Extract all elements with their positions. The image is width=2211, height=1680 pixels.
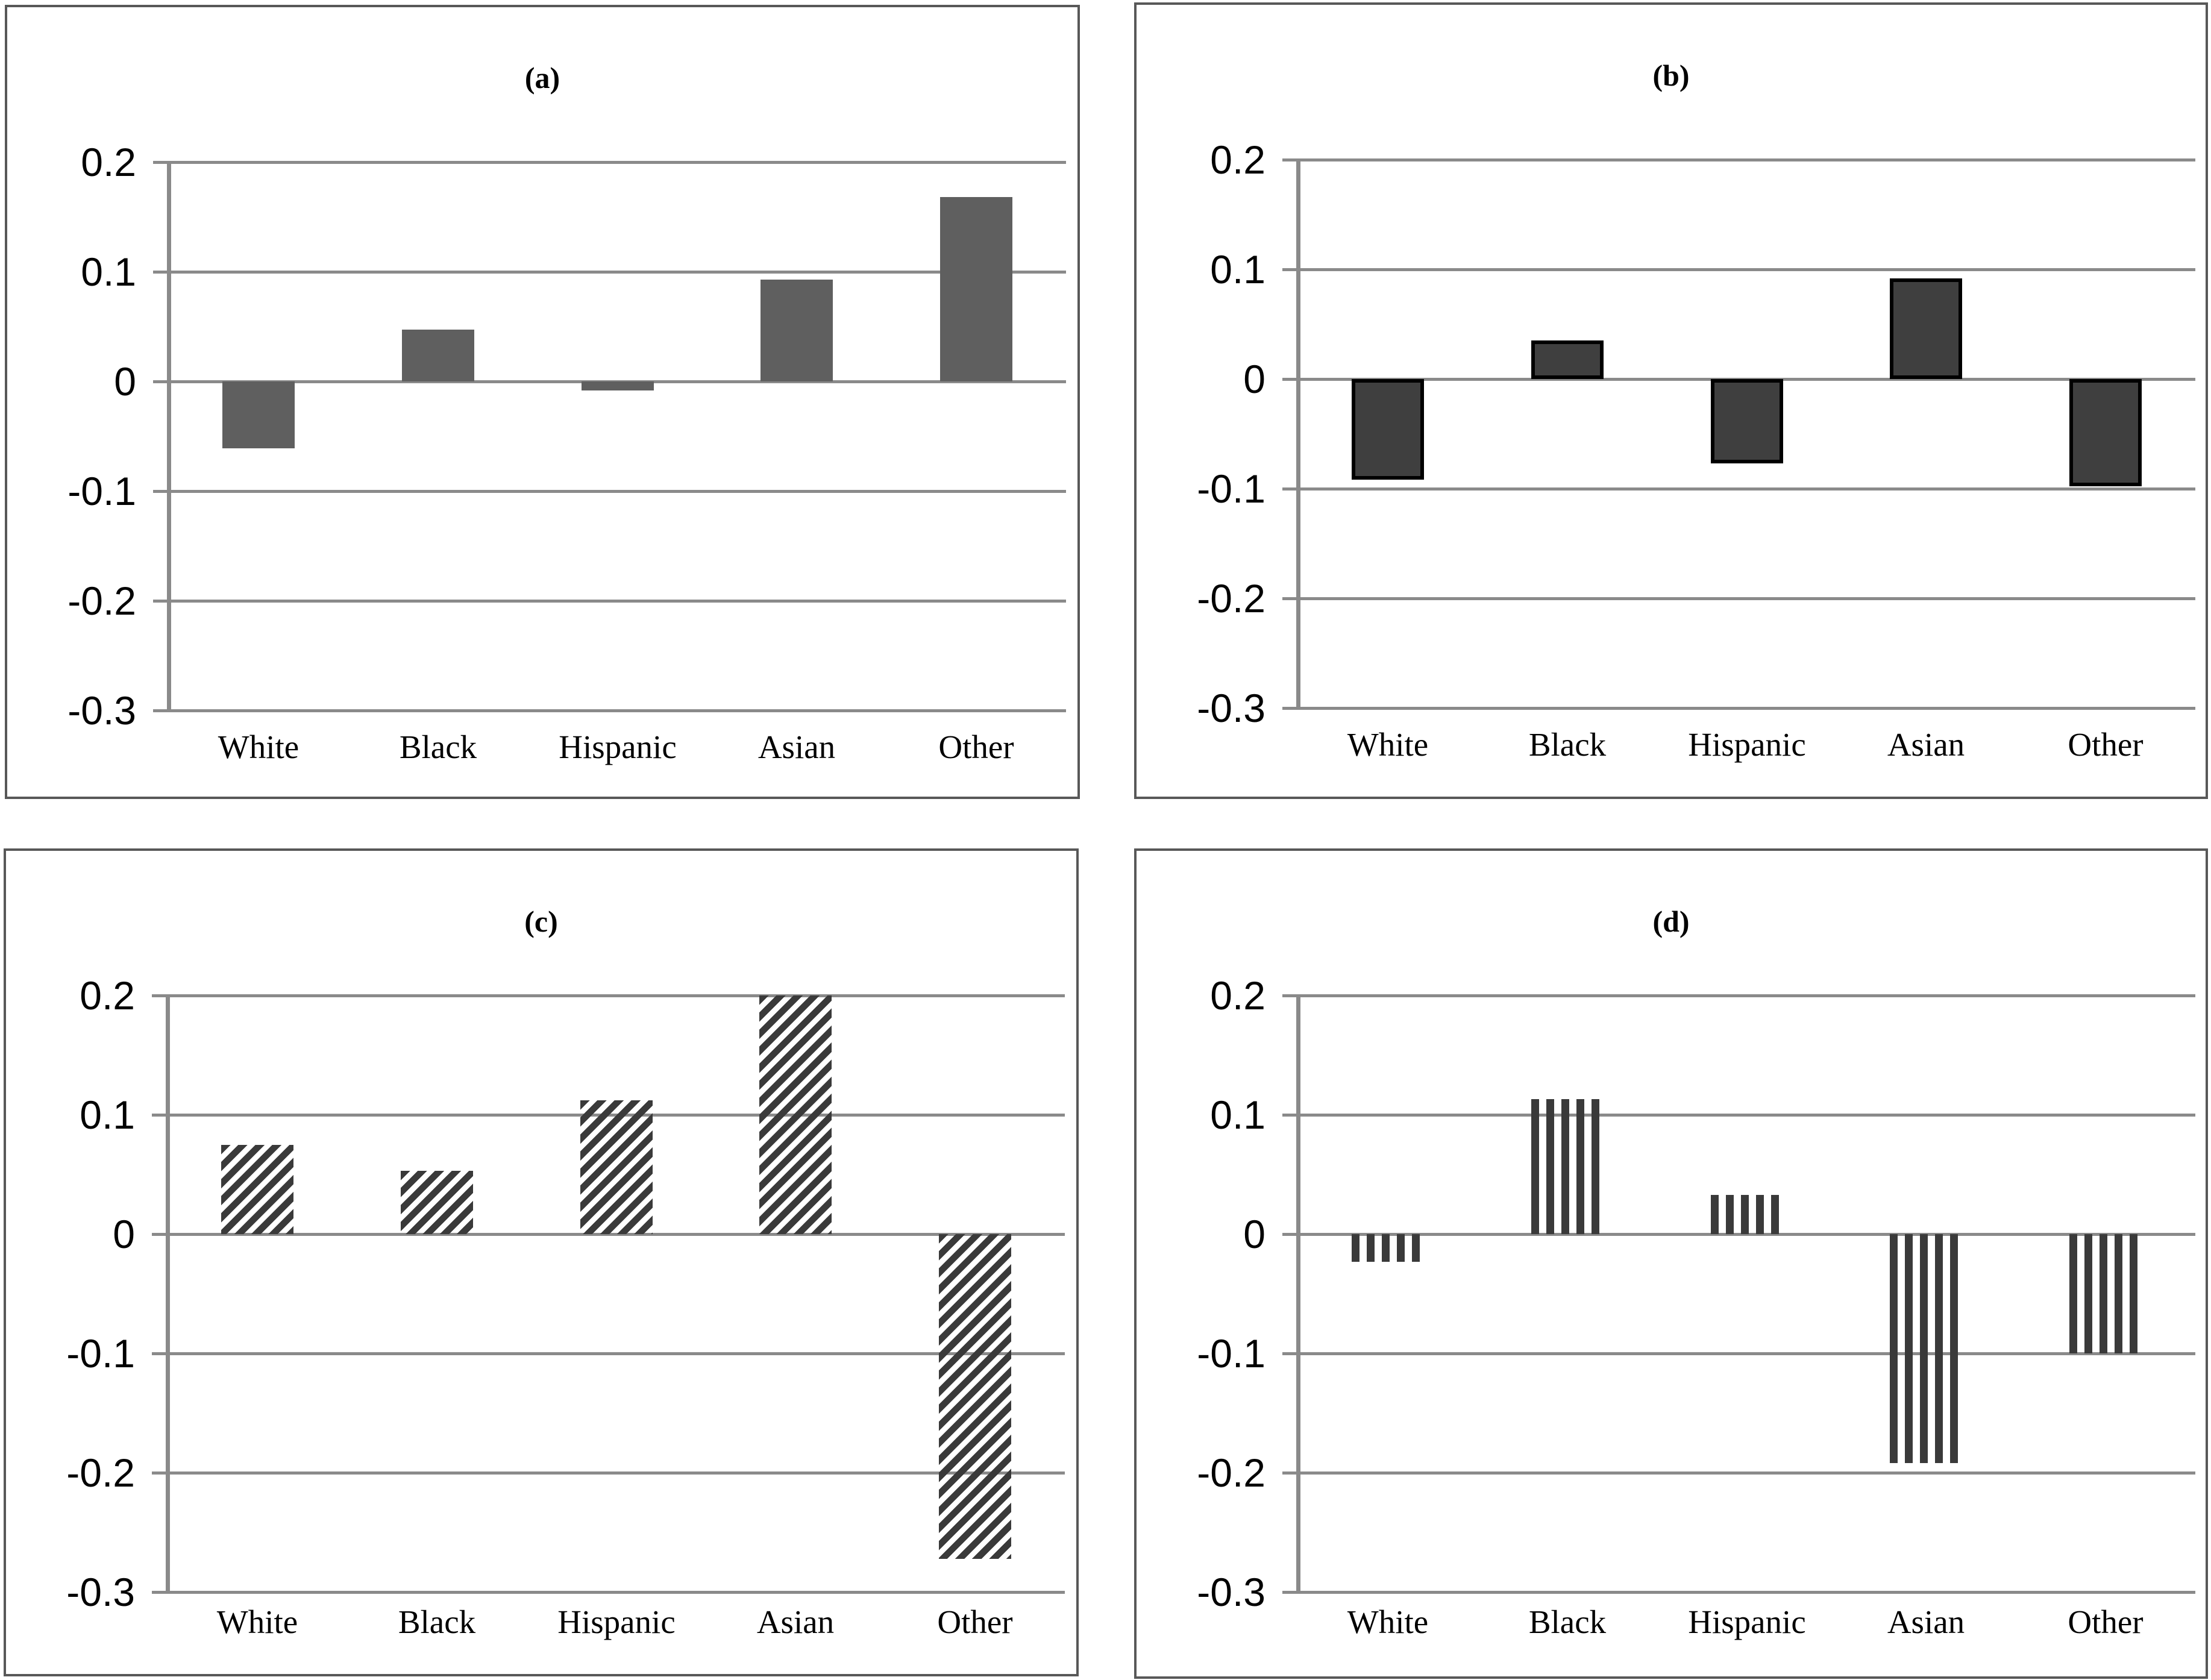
- x-label-other: Other: [2068, 726, 2144, 763]
- y-tick-label: 0.1: [1210, 1092, 1265, 1137]
- bar-hispanic: [580, 1100, 653, 1234]
- x-label-other: Other: [937, 1603, 1013, 1640]
- y-tick-label: 0: [1243, 1212, 1265, 1256]
- x-label-white: White: [216, 1603, 298, 1640]
- gridline-0: [1282, 1233, 2195, 1236]
- bar-black: [401, 1171, 473, 1234]
- y-tick-label: 0.1: [81, 249, 136, 294]
- bar-black: [1531, 340, 1604, 379]
- y-axis-line: [1296, 158, 1300, 710]
- gridline--0.1: [1282, 487, 2195, 491]
- x-label-other: Other: [2068, 1603, 2144, 1640]
- gridline--0.1: [152, 1352, 1065, 1355]
- y-tick-label: -0.2: [1197, 1450, 1265, 1495]
- gridline-0.2: [152, 994, 1065, 997]
- y-tick-label: 0.2: [1210, 973, 1265, 1018]
- x-label-asian: Asian: [756, 1603, 835, 1640]
- y-tick-label: 0.1: [80, 1092, 135, 1137]
- gridline-0.2: [1282, 158, 2195, 161]
- y-tick-label: 0.2: [1210, 137, 1265, 182]
- bar-white: [1352, 1234, 1424, 1262]
- x-label-asian: Asian: [1887, 1603, 1965, 1640]
- panel-b: (b) 0.2 0.1 0 -0.1 -0.2 -0.3 White Black Hispani…: [1134, 2, 2208, 799]
- x-label-white: White: [1347, 1603, 1429, 1640]
- x-label-hispanic: Hispanic: [1688, 726, 1806, 763]
- bar-white: [1352, 379, 1424, 480]
- x-label-black: Black: [398, 1603, 476, 1640]
- x-label-white: White: [1347, 726, 1429, 763]
- y-tick-label: 0: [114, 359, 136, 404]
- bar-hispanic: [582, 381, 654, 390]
- bar-asian: [761, 280, 833, 381]
- panel-c-title: (c): [524, 904, 558, 938]
- y-tick-label: -0.1: [1197, 466, 1265, 511]
- y-tick-label: -0.3: [1197, 686, 1265, 730]
- y-tick-label: -0.1: [67, 469, 136, 513]
- bar-other: [940, 197, 1012, 381]
- bar-asian: [759, 995, 832, 1234]
- bar-hispanic: [1711, 379, 1783, 463]
- y-axis-line: [166, 994, 170, 1594]
- bar-other: [2069, 1234, 2142, 1353]
- gridline-0.1: [1282, 1114, 2195, 1117]
- y-tick-label: 0.2: [81, 140, 136, 184]
- x-label-hispanic: Hispanic: [557, 1603, 676, 1640]
- gridline--0.2: [153, 600, 1066, 603]
- gridline--0.2: [152, 1472, 1065, 1475]
- y-tick-label: 0.1: [1210, 247, 1265, 292]
- panel-d: (d) 0.2 0.1 0 -0.1 -0.2 -0.3 White Black Hispani…: [1134, 848, 2208, 1679]
- gridline-0.2: [1282, 994, 2195, 997]
- y-tick-label: -0.1: [1197, 1331, 1265, 1376]
- y-tick-label: -0.3: [1197, 1570, 1265, 1614]
- y-tick-label: -0.2: [1197, 576, 1265, 621]
- x-label-hispanic: Hispanic: [1688, 1603, 1806, 1640]
- y-tick-label: 0.2: [80, 973, 135, 1018]
- panel-a-title: (a): [524, 61, 560, 95]
- y-tick-label: 0: [113, 1212, 135, 1256]
- y-tick-label: -0.3: [66, 1570, 135, 1614]
- gridline--0.3: [1282, 707, 2195, 710]
- y-tick-label: -0.2: [66, 1450, 135, 1495]
- gridline-0: [152, 1233, 1065, 1236]
- x-label-hispanic: Hispanic: [559, 729, 677, 765]
- gridline--0.1: [1282, 1352, 2195, 1355]
- gridline--0.3: [152, 1591, 1065, 1594]
- bar-white: [222, 381, 295, 448]
- y-tick-label: -0.3: [67, 688, 136, 733]
- x-label-other: Other: [938, 729, 1014, 765]
- bar-other: [2069, 379, 2142, 486]
- gridline-0.1: [1282, 268, 2195, 271]
- gridline--0.3: [1282, 1591, 2195, 1594]
- panel-a: (a) 0.2 0.1 0 -0.1 -0.2 -0.3 White Black Hispani…: [5, 5, 1080, 799]
- y-axis-line: [1296, 994, 1300, 1594]
- gridline--0.2: [1282, 597, 2195, 600]
- bar-asian: [1890, 278, 1962, 379]
- gridline--0.1: [153, 490, 1066, 493]
- y-tick-label: -0.2: [67, 578, 136, 623]
- y-tick-label: -0.1: [66, 1331, 135, 1376]
- panel-b-title: (b): [1652, 58, 1690, 92]
- y-tick-label: 0: [1243, 357, 1265, 401]
- bar-asian: [1890, 1234, 1962, 1463]
- bar-hispanic: [1711, 1195, 1783, 1234]
- gridline--0.3: [153, 709, 1066, 712]
- x-label-black: Black: [399, 729, 477, 765]
- panel-c: (c) 0.2 0.1 0 -0.1 -0.2 -0.3 White Black Hispani…: [4, 848, 1079, 1676]
- x-label-asian: Asian: [757, 729, 836, 765]
- x-label-black: Black: [1528, 726, 1607, 763]
- bar-other: [939, 1234, 1011, 1559]
- bar-black: [402, 330, 474, 381]
- x-label-asian: Asian: [1887, 726, 1965, 763]
- bar-black: [1531, 1099, 1604, 1234]
- panel-d-title: (d): [1652, 904, 1690, 938]
- x-label-black: Black: [1528, 1603, 1607, 1640]
- bar-white: [221, 1145, 293, 1234]
- y-axis-line: [167, 161, 171, 712]
- gridline-0.2: [153, 161, 1066, 164]
- gridline-0.1: [153, 271, 1066, 274]
- gridline--0.2: [1282, 1472, 2195, 1475]
- x-label-white: White: [218, 729, 300, 765]
